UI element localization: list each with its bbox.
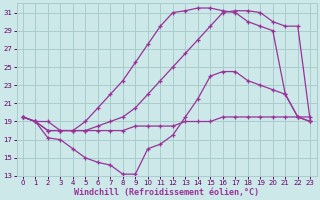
X-axis label: Windchill (Refroidissement éolien,°C): Windchill (Refroidissement éolien,°C) [74,188,259,197]
